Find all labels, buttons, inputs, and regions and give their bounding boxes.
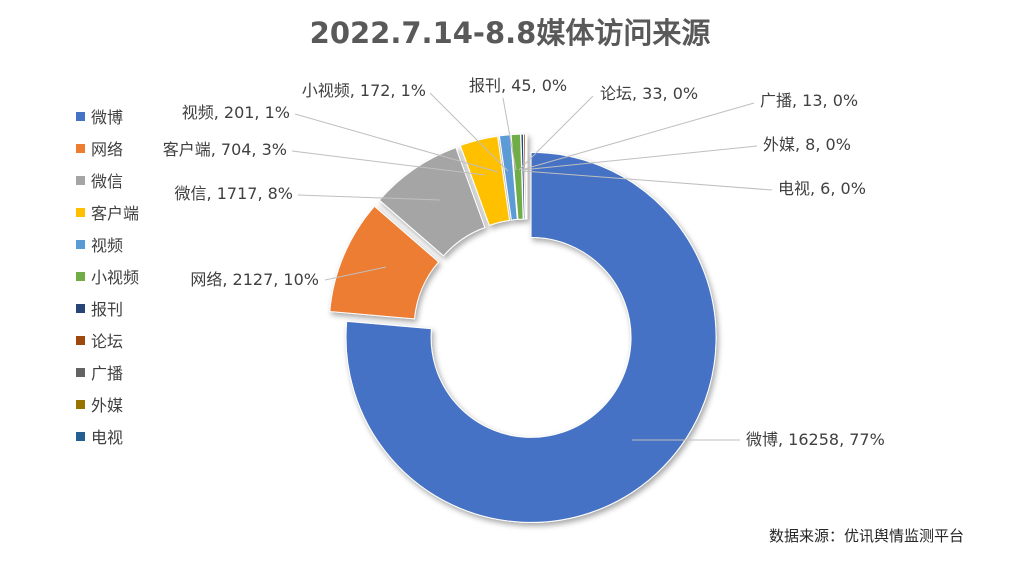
donut-slice-1	[345, 151, 717, 523]
leader-line	[429, 92, 509, 172]
legend-item: 广播	[76, 356, 196, 388]
chart-legend: 微博网络微信客户端视频小视频报刊论坛广播外媒电视	[76, 100, 196, 452]
data-label: 小视频, 172, 1%	[302, 81, 426, 100]
data-label: 客户端, 704, 3%	[163, 140, 287, 159]
leader-line	[297, 194, 441, 201]
legend-label: 外媒	[91, 396, 124, 415]
legend-swatch	[76, 431, 85, 441]
data-label: 报刊, 45, 0%	[469, 76, 567, 95]
legend-swatch	[76, 207, 85, 217]
legend-label: 网络	[91, 140, 124, 159]
leader-line	[502, 97, 517, 171]
legend-item: 论坛	[76, 324, 196, 356]
legend-item: 小视频	[76, 260, 196, 292]
data-label: 微信, 1717, 8%	[175, 184, 293, 203]
legend-label: 客户端	[91, 204, 140, 223]
legend-label: 电视	[91, 428, 124, 447]
legend-label: 微博	[91, 108, 124, 127]
legend-swatch	[76, 367, 85, 377]
data-label: 论坛, 33, 0%	[600, 84, 698, 103]
leader-line	[520, 102, 755, 171]
leader-line	[294, 113, 499, 173]
legend-swatch	[76, 143, 85, 153]
legend-label: 微信	[91, 172, 124, 191]
data-source-note: 数据来源：优讯舆情监测平台	[768, 527, 964, 545]
legend-swatch	[76, 175, 85, 185]
legend-label: 视频	[91, 236, 124, 255]
legend-item: 电视	[76, 420, 196, 452]
legend-swatch	[76, 239, 85, 249]
donut-slice-3	[378, 146, 486, 257]
legend-swatch	[76, 271, 85, 281]
data-label: 微博, 16258, 77%	[746, 430, 885, 449]
legend-item: 客户端	[76, 196, 196, 228]
legend-swatch	[76, 111, 85, 121]
leader-line	[518, 95, 594, 171]
data-label: 电视, 6, 0%	[778, 179, 866, 198]
donut-slice-5	[498, 134, 518, 221]
legend-swatch	[76, 303, 85, 313]
legend-item: 报刊	[76, 292, 196, 324]
leader-line	[291, 150, 486, 176]
legend-label: 报刊	[91, 300, 124, 319]
legend-swatch	[76, 335, 85, 345]
legend-label: 论坛	[91, 332, 124, 351]
leader-line	[324, 266, 387, 281]
legend-item: 微博	[76, 100, 196, 132]
leader-line	[522, 170, 773, 191]
legend-item: 微信	[76, 164, 196, 196]
legend-label: 小视频	[91, 268, 140, 287]
legend-item: 网络	[76, 132, 196, 164]
legend-item: 外媒	[76, 388, 196, 420]
data-label: 视频, 201, 1%	[182, 103, 290, 122]
chart-title: 2022.7.14-8.8媒体访问来源	[309, 16, 711, 50]
data-label: 广播, 13, 0%	[760, 91, 858, 110]
legend-item: 视频	[76, 228, 196, 260]
donut-slice-2	[329, 205, 440, 320]
data-label: 网络, 2127, 10%	[190, 270, 319, 289]
leader-line	[521, 145, 758, 171]
legend-swatch	[76, 399, 85, 409]
donut-slice-4	[459, 135, 511, 227]
legend-label: 广播	[91, 364, 124, 383]
data-label: 外媒, 8, 0%	[763, 135, 851, 154]
